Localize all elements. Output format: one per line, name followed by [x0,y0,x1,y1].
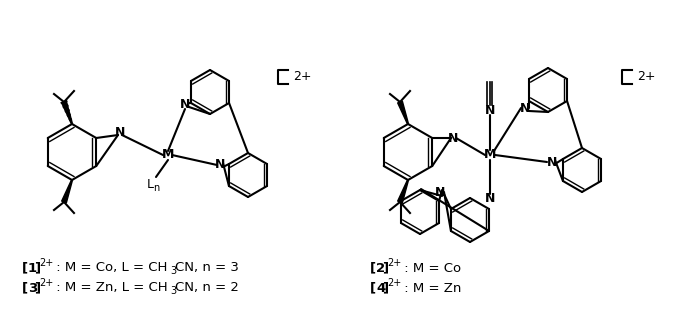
Text: : M = Co, L = CH: : M = Co, L = CH [52,261,167,275]
Text: M: M [162,148,174,161]
Polygon shape [62,180,73,203]
Text: ]: ] [382,261,388,275]
Text: 2: 2 [376,261,385,275]
Text: [: [ [370,261,376,275]
Text: L: L [147,179,153,191]
Text: 2+: 2+ [39,258,53,268]
Text: N: N [215,158,225,172]
Text: CN, n = 3: CN, n = 3 [175,261,239,275]
Text: 3: 3 [170,286,176,296]
Polygon shape [398,101,408,124]
Text: : M = Zn: : M = Zn [400,281,462,294]
Text: N: N [547,155,557,169]
Text: ]: ] [34,281,40,294]
Text: 2+: 2+ [39,278,53,288]
Text: [: [ [22,261,28,275]
Text: 2+: 2+ [637,70,656,83]
Text: 2+: 2+ [293,70,312,83]
Text: N: N [520,102,530,115]
Text: ]: ] [382,281,388,294]
Text: N: N [435,185,445,199]
Text: [: [ [22,281,28,294]
Text: CN, n = 2: CN, n = 2 [175,281,239,294]
Polygon shape [398,180,408,203]
Text: N: N [485,104,495,116]
Text: 3: 3 [28,281,37,294]
Text: [: [ [370,281,376,294]
Text: N: N [115,126,125,140]
Text: 4: 4 [376,281,385,294]
Text: M: M [484,148,496,161]
Text: 1: 1 [28,261,37,275]
Text: N: N [448,131,458,145]
Text: n: n [153,183,159,193]
Text: N: N [179,98,190,112]
Text: : M = Zn, L = CH: : M = Zn, L = CH [52,281,168,294]
Text: 2+: 2+ [387,278,401,288]
Text: 2+: 2+ [387,258,401,268]
Polygon shape [62,101,73,124]
Text: N: N [485,191,495,205]
Text: 3: 3 [170,266,176,276]
Text: : M = Co: : M = Co [400,261,461,275]
Text: ]: ] [34,261,40,275]
